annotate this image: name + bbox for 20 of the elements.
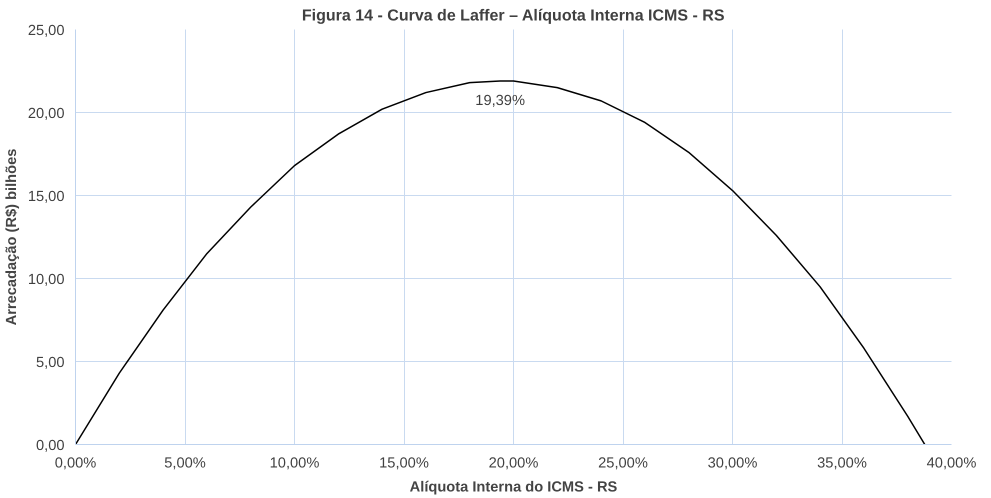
x-tick-label: 25,00% <box>598 456 648 472</box>
x-tick-label: 35,00% <box>817 456 867 472</box>
y-tick-label: 10,00 <box>28 272 65 288</box>
y-tick-label: 20,00 <box>28 106 65 122</box>
x-tick-label: 20,00% <box>488 456 538 472</box>
y-tick-label: 5,00 <box>36 355 65 371</box>
x-tick-label: 10,00% <box>270 456 320 472</box>
y-tick-label: 15,00 <box>28 189 65 205</box>
x-tick-label: 30,00% <box>708 456 758 472</box>
x-axis-title: Alíquota Interna do ICMS - RS <box>410 480 618 496</box>
annotation: 19,39% <box>475 92 526 109</box>
x-tick-label: 5,00% <box>164 456 206 472</box>
chart-title: Figura 14 - Curva de Laffer – Alíquota Interna ICMS - RS <box>302 8 725 24</box>
x-tick-label: 15,00% <box>379 456 429 472</box>
x-tick-label: 0,00% <box>54 456 96 472</box>
y-tick-label: 25,00 <box>28 23 65 39</box>
y-axis-title: Arrecadação (R$) bilhões <box>4 148 20 326</box>
x-tick-label: 40,00% <box>926 456 976 472</box>
y-tick-label: 0,00 <box>36 438 65 454</box>
line-series <box>76 80 926 444</box>
